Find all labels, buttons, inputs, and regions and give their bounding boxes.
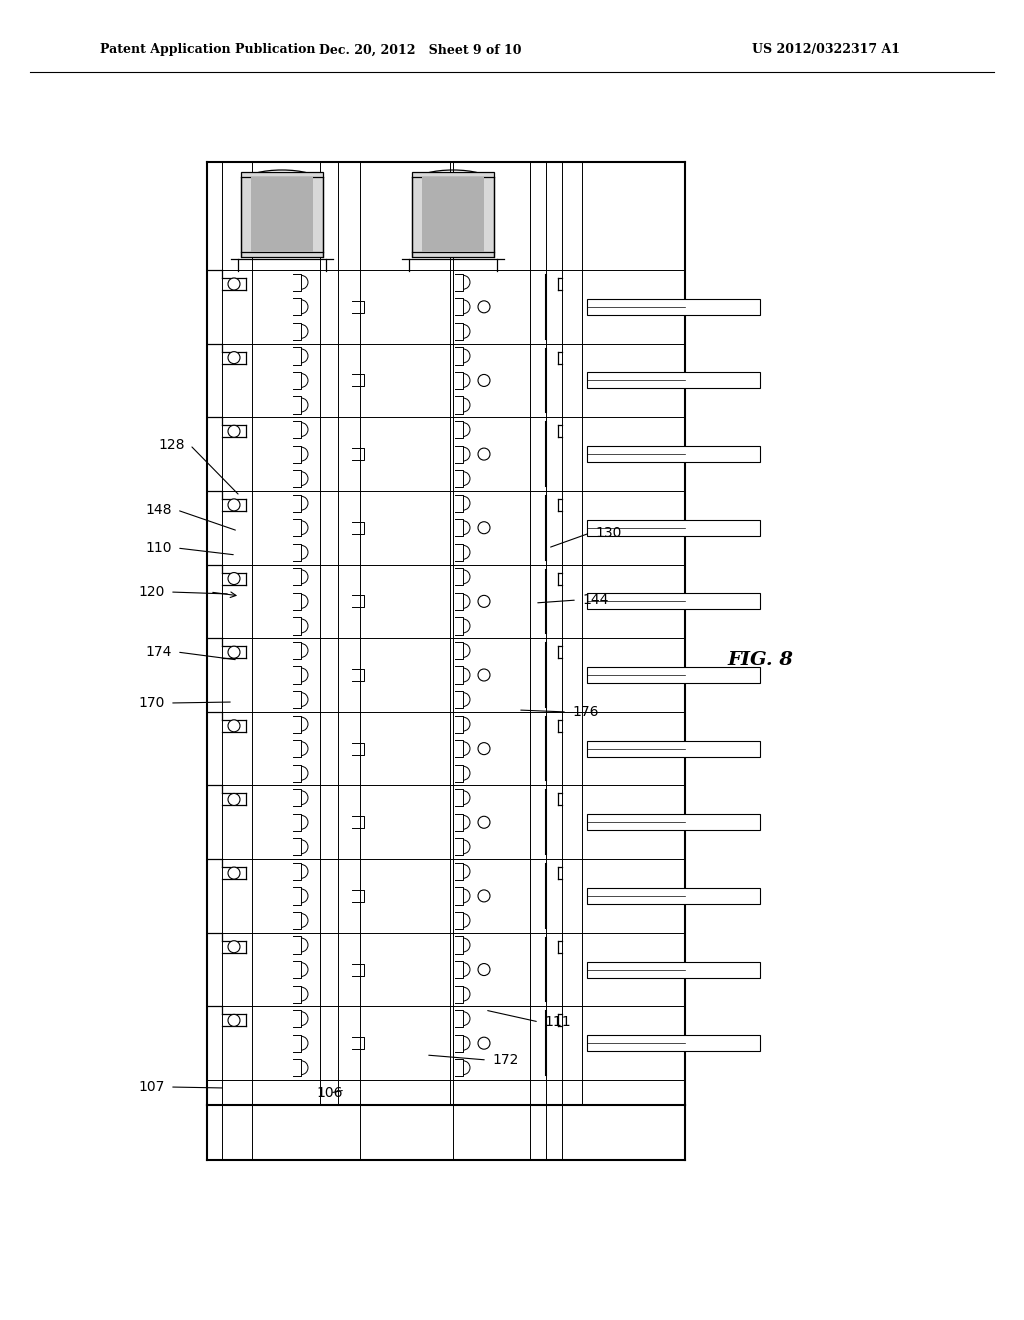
Circle shape	[228, 719, 240, 731]
Text: 107: 107	[138, 1080, 165, 1094]
Circle shape	[228, 941, 240, 953]
Bar	[587, 741, 760, 756]
Text: Patent Application Publication: Patent Application Publication	[100, 44, 315, 57]
Text: 106: 106	[316, 1086, 343, 1100]
Bar	[251, 177, 313, 252]
Circle shape	[228, 1014, 240, 1027]
Circle shape	[478, 595, 490, 607]
Bar	[587, 961, 760, 978]
Bar	[587, 888, 760, 904]
Circle shape	[228, 499, 240, 511]
Text: 110: 110	[145, 541, 172, 554]
Circle shape	[228, 279, 240, 290]
Text: 128: 128	[159, 438, 185, 451]
Bar	[587, 667, 760, 682]
Bar	[587, 520, 760, 536]
Text: FIG. 8: FIG. 8	[727, 651, 793, 669]
Circle shape	[478, 521, 490, 533]
Circle shape	[478, 669, 490, 681]
Circle shape	[228, 425, 240, 437]
Text: 176: 176	[572, 705, 598, 719]
Bar	[587, 298, 760, 314]
Circle shape	[228, 793, 240, 805]
Bar	[422, 177, 484, 252]
Text: 111: 111	[544, 1015, 570, 1030]
Bar	[587, 446, 760, 462]
Text: 174: 174	[145, 645, 172, 659]
Text: 144: 144	[582, 593, 608, 607]
Bar	[587, 814, 760, 830]
Text: 130: 130	[595, 525, 622, 540]
Bar	[587, 1035, 760, 1051]
Circle shape	[478, 301, 490, 313]
Bar	[587, 372, 760, 388]
Circle shape	[228, 647, 240, 659]
Text: 170: 170	[138, 696, 165, 710]
Circle shape	[478, 743, 490, 755]
Text: 148: 148	[145, 503, 172, 517]
Bar	[241, 172, 323, 257]
Circle shape	[228, 351, 240, 363]
Bar	[587, 594, 760, 610]
Circle shape	[228, 867, 240, 879]
Circle shape	[478, 816, 490, 828]
Text: US 2012/0322317 A1: US 2012/0322317 A1	[752, 44, 900, 57]
Circle shape	[478, 890, 490, 902]
Circle shape	[478, 375, 490, 387]
Circle shape	[478, 964, 490, 975]
Circle shape	[228, 573, 240, 585]
Bar	[412, 172, 494, 257]
Text: Dec. 20, 2012   Sheet 9 of 10: Dec. 20, 2012 Sheet 9 of 10	[318, 44, 521, 57]
Text: 120: 120	[138, 585, 165, 599]
Circle shape	[478, 1038, 490, 1049]
Text: 172: 172	[492, 1053, 518, 1067]
Circle shape	[478, 447, 490, 461]
